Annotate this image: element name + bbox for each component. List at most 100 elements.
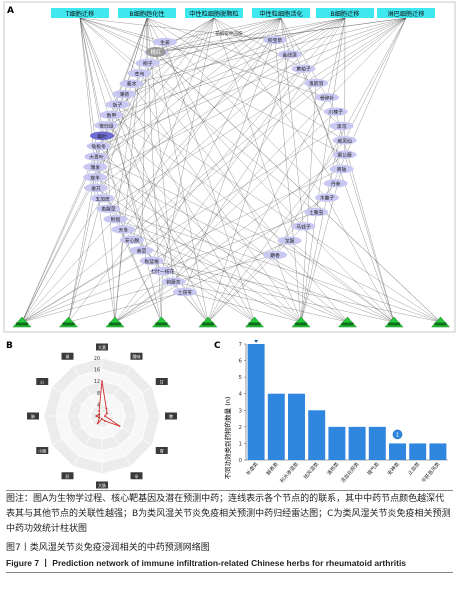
x-tick-label: 理气类 — [366, 461, 381, 477]
herb-node: 安心脱 — [120, 235, 145, 245]
process-node: 淋巴细胞迁移 — [377, 8, 435, 18]
radar-axis-label: 甘 — [155, 378, 168, 385]
svg-text:丹参: 丹参 — [331, 180, 341, 187]
svg-text:肺: 肺 — [31, 413, 35, 419]
target-node — [105, 316, 125, 328]
svg-text:中性粒细胞脱颗粒: 中性粒细胞脱颗粒 — [189, 10, 239, 18]
figure-title-en: Figure 7 丨 Prediction network of immune … — [6, 558, 407, 568]
svg-text:酸味: 酸味 — [133, 353, 141, 359]
process-node: 中性粒细胞活化 — [252, 8, 310, 18]
radar-axis-label: 胃 — [155, 447, 168, 454]
caption-label: 图注： — [6, 494, 34, 504]
radar-point — [105, 407, 108, 410]
herb-node: 雷公藤 — [332, 150, 357, 159]
radar-axis-label: 辛 — [130, 472, 143, 480]
x-tick-label: 祛风湿类 — [302, 461, 320, 481]
svg-text:瑞发: 瑞发 — [90, 164, 100, 171]
svg-text:淋巴细胞迁移: 淋巴细胞迁移 — [387, 10, 424, 18]
process-node: T细胞迁移 — [51, 8, 109, 18]
figure-caption: 图注：图A为生物学过程、核心靶基因及潜在预测中药；连线表示各个节点的的联系，其中… — [6, 492, 452, 537]
bar-plot: 0 1 2 3 4 5 6 7 补虚类 解表类 利水渗湿类 祛风湿类 清热类 活血化瘀类 理气类 安神类 止血类… — [239, 340, 448, 485]
herb-node: 马钱子 — [291, 222, 316, 231]
x-tick-label: 安神类 — [386, 461, 401, 477]
radar-axis-label: 肺 — [27, 412, 39, 420]
svg-text:泽泻: 泽泻 — [337, 123, 347, 130]
radar-axis-label: 大黄 — [96, 343, 108, 351]
radar-point — [98, 416, 101, 419]
svg-text:板蓝根: 板蓝根 — [144, 258, 159, 265]
svg-text:大肠: 大肠 — [98, 482, 106, 488]
herb-node: 龙胆 — [277, 236, 302, 245]
herb-node: 苍乌 — [127, 69, 152, 78]
svg-text:辛: 辛 — [135, 473, 139, 479]
bar — [288, 393, 305, 460]
herb-node: 泽泻 — [329, 121, 354, 131]
herb-node: 商陆 — [329, 164, 354, 174]
herb-node: 生姜 — [153, 37, 177, 47]
network-nodes: T细胞迁移 B细胞趋化性 中性粒细胞脱颗粒 中性粒细胞活化 B细胞迁移 淋巴细胞迁移生姜川… — [12, 8, 451, 328]
x-tick-label: 解表类 — [265, 461, 280, 477]
divider — [6, 490, 453, 491]
svg-text:小肠: 小肠 — [38, 448, 46, 454]
bar — [328, 426, 346, 460]
target-node — [198, 316, 218, 328]
svg-text:钩藤灰: 钩藤灰 — [166, 279, 181, 286]
herb-node: 黄柏子 — [291, 64, 316, 73]
svg-text:中性粒细胞活化: 中性粒细胞活化 — [259, 10, 302, 18]
radar-point — [96, 422, 99, 425]
svg-text:积宝草: 积宝草 — [268, 37, 283, 44]
radar-tick-label: 8 — [97, 391, 100, 397]
bar — [308, 410, 326, 460]
svg-text:肝: 肝 — [66, 474, 70, 479]
bar — [409, 443, 427, 460]
target-node — [430, 316, 451, 328]
herb-node: 五加皮 — [90, 194, 115, 203]
herb-node: 夜羊 — [83, 173, 108, 182]
target-node — [12, 316, 32, 328]
y-axis-title: 不同功效类别药物的数量 (n) — [223, 397, 232, 480]
radar-point — [101, 418, 103, 420]
herb-node: 七叶一枝花 — [150, 266, 175, 276]
herb-node: 大青叶 — [84, 152, 109, 161]
svg-text:雷公藤: 雷公藤 — [337, 152, 352, 159]
herb-node: 数甲 — [99, 110, 124, 120]
svg-text:桑叶: 桑叶 — [97, 133, 107, 140]
radar-tick-label: 4 — [97, 402, 100, 408]
y-tick-label: 5 — [239, 375, 243, 381]
svg-text:脾: 脾 — [169, 413, 173, 419]
node-tag: 花椒花中间枝 — [215, 30, 243, 37]
y-tick-label: 2 — [239, 425, 243, 431]
target-node — [337, 316, 358, 328]
svg-text:七叶一枝花: 七叶一枝花 — [150, 268, 174, 275]
bar — [389, 443, 406, 460]
herb-node: 板蓝根 — [139, 256, 164, 265]
radar-point — [101, 380, 103, 383]
herb-node: 积宝草 — [263, 35, 287, 45]
x-tick-label: 平肝息风类 — [420, 461, 441, 485]
radar-axis-label: 肝 — [61, 472, 74, 480]
radar-axis-label: 小肠 — [36, 447, 49, 454]
herb-node: 紫草 — [129, 246, 154, 255]
herb-node: 土鳖虫 — [304, 207, 329, 217]
herb-node: 饭子 — [105, 100, 130, 109]
svg-text:数甲: 数甲 — [107, 112, 117, 119]
radar-point — [98, 413, 101, 416]
herb-node: 钩藤灰 — [161, 277, 186, 286]
process-node: 中性粒细胞脱颗粒 — [185, 8, 243, 18]
radar-point — [95, 415, 98, 417]
radar-axis-label: 心 — [36, 378, 49, 385]
herb-node: 金线莲 — [277, 50, 302, 59]
svg-text:柳子: 柳子 — [143, 60, 153, 67]
svg-text:马钱子: 马钱子 — [296, 223, 311, 230]
herb-node: 麝香 — [263, 250, 287, 260]
svg-text:B细胞趋化性: B细胞趋化性 — [129, 10, 164, 18]
network-edges — [21, 17, 441, 323]
svg-text:五加皮: 五加皮 — [95, 195, 110, 202]
svg-text:威灵仙: 威灵仙 — [337, 137, 352, 144]
figure-title-cn: 图7丨类风湿关节炎免疫浸润相关的中药预测网络图 — [6, 543, 210, 553]
panel-c-label: C — [214, 341, 221, 351]
svg-text:心: 心 — [40, 379, 44, 385]
svg-text:饭子: 饭子 — [113, 102, 123, 109]
svg-text:大青叶: 大青叶 — [89, 154, 104, 161]
